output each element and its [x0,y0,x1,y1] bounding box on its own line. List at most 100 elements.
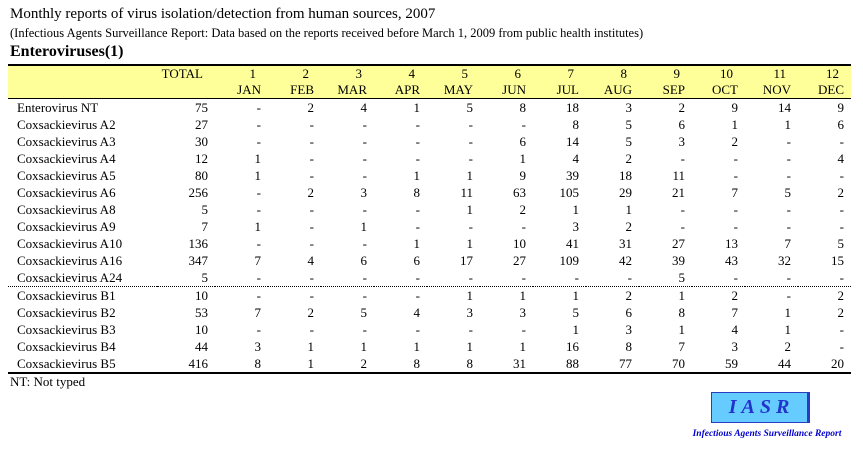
total-column-header: TOTAL [157,64,215,82]
month-value-cell: 39 [672,253,685,268]
month-value-cell: 3 [572,219,580,234]
month-value-cell: 2 [837,185,845,200]
month-value-cell: 4 [413,305,421,320]
virus-name-cell: Coxsackievirus A6 [17,185,116,200]
month-value-cell: - [574,270,579,285]
month-value-cell: 1 [784,117,792,132]
month-value-cell: - [362,134,367,149]
page-title: Monthly reports of virus isolation/detec… [10,6,436,22]
month-value-cell: - [362,322,367,337]
month-value-cell: - [215,286,268,304]
month-value-cell: - [415,322,420,337]
month-value-cell: - [468,117,473,132]
month-value-cell: - [362,117,367,132]
table-head: TOTAL 1 2 3 4 5 6 7 8 9 10 11 12 JAN FEB MAR APR MAY JUN JU… [8,64,851,99]
section-title: Enteroviruses(1) [10,43,124,60]
month-value-cell: - [733,219,738,234]
month-value-cell: - [733,270,738,285]
month-value-cell: - [521,270,526,285]
month-value-cell: 2 [784,339,792,354]
month-value-cell: - [415,151,420,166]
month-value-cell: 2 [731,134,739,149]
month-value-cell: - [321,286,374,304]
virus-row: Coxsackievirus B2 53 7 2 5 4 3 3 5 6 8 7 1 2 [8,304,851,321]
month-value-cell: 5 [466,100,474,115]
month-name-header: APR [374,82,427,99]
month-value-cell: 2 [625,219,633,234]
month-number-header: 8 [586,64,639,82]
month-value-cell: 3 [625,100,633,115]
month-value-cell: - [415,270,420,285]
month-value-cell: - [521,219,526,234]
month-value-cell: 1 [413,339,421,354]
month-value-cell: 5 [360,305,368,320]
virus-row: Coxsackievirus B5 416 8 1 2 8 8 31 88 77 70 59 44 20 [8,355,851,374]
month-value-cell: 77 [586,355,639,374]
total-value-cell: 256 [188,185,209,200]
month-value-cell: 1 [678,322,686,337]
month-value-cell: - [745,286,798,304]
month-value-cell: 2 [307,100,315,115]
month-value-cell: 17 [460,253,473,268]
virus-name-cell: Coxsackievirus B3 [17,322,116,337]
month-value-cell: 5 [678,270,686,285]
month-value-cell: 14 [778,100,791,115]
month-value-cell: - [468,151,473,166]
month-value-cell: 5 [625,117,633,132]
total-value-cell: 136 [188,236,209,251]
month-value-cell: 8 [519,100,527,115]
month-value-cell: 8 [215,355,268,374]
virus-row: Coxsackievirus A9 7 1 - 1 - - - 3 2 - - - - [8,218,851,235]
month-value-cell: 1 [784,322,792,337]
month-value-cell: - [680,219,685,234]
month-value-cell: 18 [619,168,632,183]
virus-name-cell: Enterovirus NT [17,100,99,115]
month-value-cell: - [839,134,844,149]
virus-name-cell: Coxsackievirus A24 [17,270,123,285]
table-body: Enterovirus NT 75-2 4 1 5 8 18 3 2 9 14 9 Coxsackiev… [8,99,851,374]
month-name-header: JUN [480,82,533,99]
month-value-cell: - [362,168,367,183]
month-value-cell: - [309,168,314,183]
month-value-cell: 6 [360,253,368,268]
month-value-cell: 6 [678,117,686,132]
virus-name-cell: Coxsackievirus A4 [17,151,116,166]
virus-row: Enterovirus NT 75 - 2 4 1 5 8 18 3 2 9 14 9 [8,99,851,117]
month-value-cell: - [362,270,367,285]
month-value-cell: - [521,322,526,337]
virus-name-cell: Coxsackievirus A16 [17,253,123,268]
month-value-cell: - [309,151,314,166]
virus-row: Coxsackievirus A8 5 - - - - 1 2 1 1 - - - - [8,201,851,218]
iasr-logo: IASR [711,392,810,423]
month-value-cell: 1 [254,219,262,234]
month-value-cell: - [468,322,473,337]
month-number-header: 12 [798,64,851,82]
month-value-cell: 13 [725,236,738,251]
month-value-cell: 2 [519,202,527,217]
virus-row: Coxsackievirus B1 10- - - -1 1 1 2 1 2-2 [8,286,851,304]
virus-row: Coxsackievirus A2 27 - - - - - - 8 5 6 1 1 6 [8,116,851,133]
month-value-cell: 4 [307,253,315,268]
month-value-cell: 1 [572,202,580,217]
month-value-cell: 70 [639,355,692,374]
virus-row: Coxsackievirus B4 44 3 1 1 1 1 1 16 8 7 3 2 - [8,338,851,355]
month-number-header: 11 [745,64,798,82]
month-value-cell: 3 [254,339,262,354]
iasr-logo-caption: Infectious Agents Surveillance Report [692,429,842,439]
month-value-cell: - [468,134,473,149]
month-value-cell: 44 [745,355,798,374]
virus-name-cell: Coxsackievirus A5 [17,168,116,183]
month-value-cell: - [309,236,314,251]
virus-name-cell: Coxsackievirus B1 [8,286,157,304]
month-value-cell: - [309,117,314,132]
month-value-cell: 9 [837,100,845,115]
month-value-cell: 1 [413,168,421,183]
month-name-header: SEP [639,82,692,99]
month-value-cell: 11 [460,185,473,200]
month-value-cell: 63 [513,185,526,200]
month-value-cell: 2 [307,185,315,200]
month-name-header: OCT [692,82,745,99]
month-value-cell: - [786,151,791,166]
month-value-cell: 8 [678,305,686,320]
